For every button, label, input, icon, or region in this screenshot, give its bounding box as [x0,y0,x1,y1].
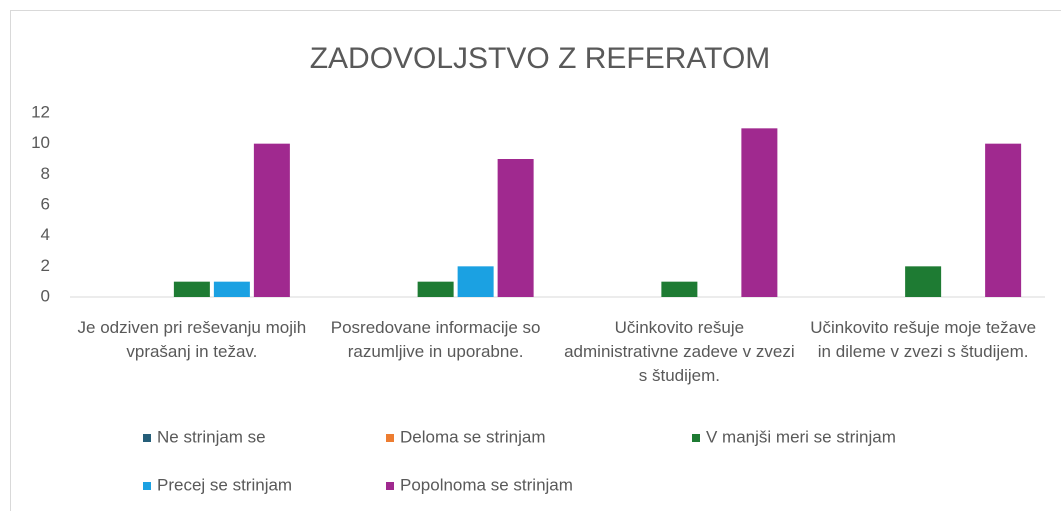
legend-label: V manjši meri se strinjam [706,427,896,446]
y-tick-label: 4 [41,225,50,244]
chart-title: ZADOVOLJSTVO Z REFERATOM [310,42,771,75]
y-tick-label: 6 [41,194,50,213]
legend-label: Popolnoma se strinjam [400,475,573,494]
y-tick-label: 2 [41,256,50,275]
legend-marker [386,434,394,442]
bar [173,281,210,297]
bar [905,266,942,297]
bar [457,266,494,297]
legend-label: Ne strinjam se [157,427,266,446]
x-tick-label: Je odziven pri reševanju mojih vprašanj … [77,318,307,361]
legend-marker [692,434,700,442]
x-tick-label: Učinkovito rešuje moje težave in dileme … [810,318,1037,361]
y-tick-label: 8 [41,164,50,183]
bar [661,281,698,297]
bar [417,281,454,297]
y-tick-label: 10 [31,133,50,152]
legend-marker [386,482,394,490]
bar [497,159,534,297]
bar [253,143,290,297]
bar [213,281,250,297]
x-tick-label: Učinkovito rešuje administrativne zadeve… [564,318,795,385]
y-tick-label: 0 [41,286,50,305]
y-tick-label: 12 [31,102,50,121]
bar [985,143,1022,297]
bar [741,128,778,297]
chart-border [10,10,1061,511]
legend-marker [143,482,151,490]
legend-label: Deloma se strinjam [400,427,546,446]
x-tick-label: Posredovane informacije so razumljive in… [330,318,541,361]
legend-marker [143,434,151,442]
legend-label: Precej se strinjam [157,475,292,494]
